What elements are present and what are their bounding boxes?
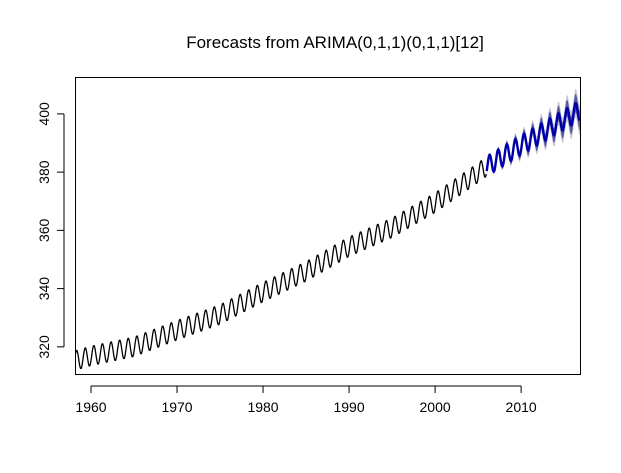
- observed-series-line: [74, 160, 487, 370]
- y-tick-label: 380: [36, 160, 52, 184]
- x-axis: 1960 1970 1980 1990 2000 2010: [75, 385, 537, 415]
- x-tick-label: 1960: [75, 399, 106, 415]
- x-tick-label: 1980: [247, 399, 278, 415]
- y-tick-label: 400: [36, 102, 52, 126]
- forecast-mean-line: [485, 101, 581, 173]
- x-tick-label: 2000: [420, 399, 451, 415]
- x-tick-label: 2010: [506, 399, 537, 415]
- y-tick-label: 340: [36, 277, 52, 301]
- y-axis: 320 340 360 380 400: [36, 102, 65, 359]
- series-layer: [74, 101, 581, 370]
- y-tick-label: 320: [36, 335, 52, 359]
- x-tick-label: 1970: [161, 399, 192, 415]
- plot-frame: [75, 77, 581, 375]
- x-tick-label: 1990: [333, 399, 364, 415]
- y-tick-label: 360: [36, 218, 52, 242]
- chart-title: Forecasts from ARIMA(0,1,1)(0,1,1)[12]: [186, 33, 484, 52]
